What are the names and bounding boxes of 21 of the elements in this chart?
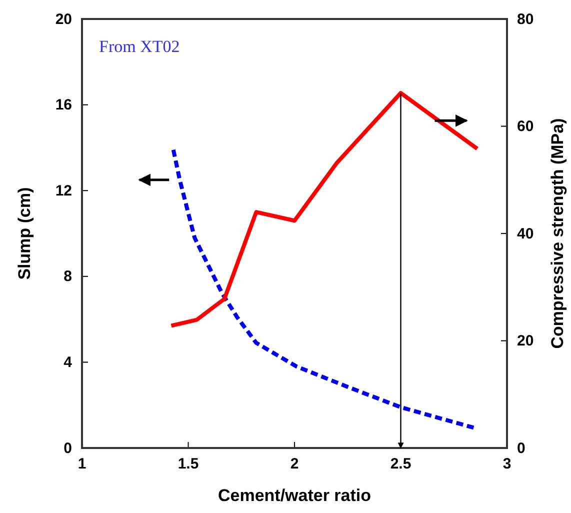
y-tick-label: 8 [64, 268, 72, 286]
y-tick-label: 16 [55, 96, 72, 114]
y2-tick-label: 60 [517, 118, 534, 136]
y-axis-title: Slump (cm) [15, 187, 34, 280]
y-tick-label: 20 [55, 10, 72, 28]
y-tick-label: 0 [64, 440, 72, 457]
y2-tick-label: 20 [517, 332, 534, 350]
y2-tick-label: 80 [517, 10, 534, 28]
annotation: From XT02 [99, 37, 180, 56]
y2-axis-title: Compressive strength (MPa) [548, 118, 567, 349]
y2-tick-label: 0 [517, 440, 526, 457]
x-tick-label: 1 [78, 456, 86, 473]
x-tick-label: 2 [290, 456, 299, 473]
y2-tick-label: 40 [517, 225, 534, 242]
x-axis-title: Cement/water ratio [218, 486, 372, 505]
y-tick-label: 4 [64, 354, 73, 371]
y-tick-label: 12 [55, 182, 72, 200]
line-series [169, 91, 480, 328]
x-tick-label: 2.5 [390, 456, 412, 473]
x-tick-label: 3 [502, 456, 512, 473]
x-tick-label: 1.5 [178, 456, 199, 473]
